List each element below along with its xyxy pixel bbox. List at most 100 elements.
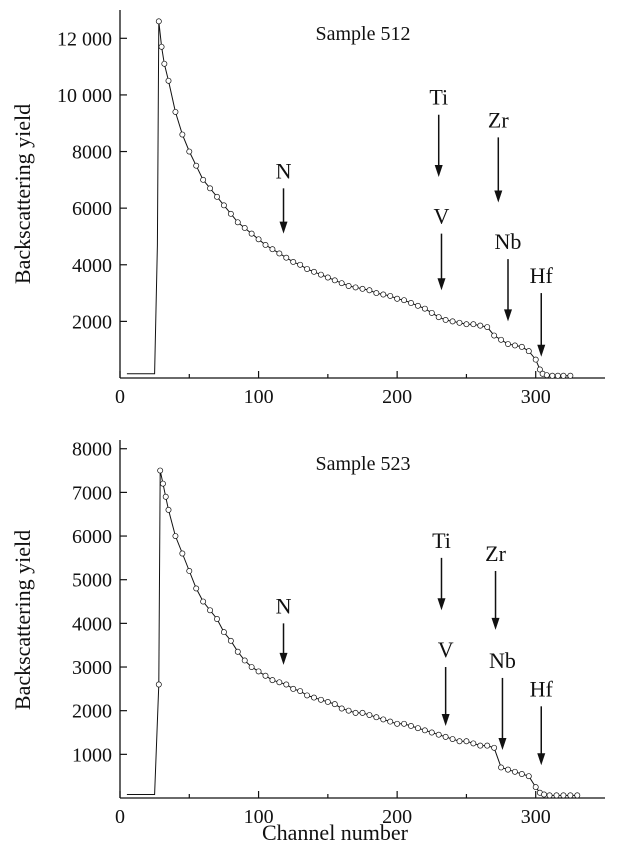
- data-point: [324, 699, 331, 705]
- y-tick-label: 2000: [72, 701, 112, 723]
- data-point: [193, 585, 200, 592]
- data-point: [394, 720, 401, 727]
- data-point: [442, 317, 449, 323]
- y-tick-label: 2000: [72, 311, 112, 333]
- data-point: [311, 694, 317, 701]
- data-point: [338, 705, 345, 712]
- y-tick-label: 4000: [72, 255, 112, 277]
- data-point: [532, 784, 539, 791]
- data-point: [161, 60, 168, 67]
- data-point: [525, 348, 532, 355]
- data-point: [541, 791, 547, 798]
- y-tick-label: 1000: [72, 744, 112, 766]
- element-label: Zr: [485, 541, 506, 566]
- data-point: [359, 709, 366, 716]
- data-point: [297, 688, 304, 694]
- y-tick-label: 4000: [72, 613, 112, 635]
- element-label: N: [276, 158, 292, 183]
- data-point: [172, 108, 179, 115]
- data-point: [428, 309, 435, 316]
- element-label: Hf: [530, 676, 554, 701]
- data-point: [449, 318, 456, 325]
- data-point: [498, 764, 505, 771]
- y-tick-label: 6000: [72, 198, 112, 220]
- data-point: [290, 685, 297, 692]
- data-point: [186, 568, 193, 574]
- data-point: [269, 677, 276, 684]
- data-point: [317, 696, 324, 703]
- data-point: [505, 766, 511, 773]
- data-point: [255, 668, 262, 675]
- data-point: [241, 225, 248, 231]
- data-point: [352, 284, 359, 291]
- data-point: [470, 321, 477, 328]
- data-point: [380, 716, 387, 723]
- data-point: [428, 729, 435, 736]
- data-point: [414, 302, 421, 309]
- x-tick-label: 200: [382, 386, 412, 408]
- data-point: [241, 657, 248, 664]
- data-point: [525, 773, 532, 780]
- data-point: [227, 210, 234, 217]
- data-point: [366, 712, 373, 718]
- chart-panel-sample-523: 0 100 200 300 1000 2000 3000 4000 5000 6000 7000 80…: [10, 439, 605, 845]
- data-point: [220, 629, 227, 636]
- element-label: Nb: [495, 229, 522, 254]
- y-tick-label: 3000: [72, 657, 112, 679]
- data-point: [220, 202, 227, 209]
- data-point: [567, 792, 574, 799]
- data-point: [200, 176, 207, 183]
- data-point: [207, 607, 214, 614]
- data-point: [498, 336, 505, 343]
- y-tick-label: 10 000: [57, 85, 112, 107]
- data-point: [574, 792, 581, 799]
- x-tick-label: 0: [115, 386, 125, 408]
- data-point: [560, 372, 567, 379]
- data-point: [157, 467, 164, 474]
- element-label: Ti: [429, 85, 448, 110]
- series-line: [126, 21, 571, 377]
- data-point: [200, 598, 207, 605]
- data-point: [179, 550, 186, 557]
- x-tick-label: 300: [521, 386, 551, 408]
- data-point: [442, 733, 449, 740]
- data-point: [317, 271, 324, 278]
- element-label: Zr: [488, 107, 509, 132]
- annotation-arrowhead: [279, 221, 288, 234]
- y-tick-label: 12 000: [57, 28, 112, 50]
- data-point: [172, 533, 179, 539]
- data-point: [262, 242, 269, 248]
- data-point: [387, 292, 394, 299]
- element-label: Hf: [530, 263, 554, 288]
- data-point: [255, 236, 262, 243]
- data-point: [214, 193, 220, 200]
- annotation-arrowhead: [491, 617, 500, 630]
- data-point: [470, 740, 477, 747]
- data-point: [511, 768, 518, 775]
- data-point: [491, 744, 498, 751]
- data-point: [373, 714, 380, 721]
- chart-panel-sample-512: 0 100 200 300 2000 4000 6000 8000 10 000 12 000 Ba…: [10, 10, 605, 408]
- data-point: [283, 681, 290, 688]
- data-point: [484, 324, 491, 330]
- y-tick-label: 5000: [72, 570, 112, 592]
- data-point: [248, 230, 255, 237]
- y-tick-label: 7000: [72, 482, 112, 504]
- data-point: [297, 261, 304, 268]
- data-point: [511, 342, 518, 349]
- element-label: N: [276, 593, 292, 618]
- y-tick-label: 8000: [72, 142, 112, 164]
- data-point: [290, 258, 297, 265]
- data-point: [477, 322, 484, 329]
- data-point: [484, 742, 491, 749]
- data-point: [165, 506, 172, 513]
- data-point: [345, 283, 352, 289]
- data-point: [387, 718, 394, 725]
- data-point: [456, 738, 463, 745]
- data-point: [505, 341, 511, 347]
- annotation-arrowhead: [504, 309, 512, 322]
- data-point: [456, 319, 463, 326]
- annotation-arrowhead: [437, 278, 446, 291]
- data-point: [408, 723, 414, 729]
